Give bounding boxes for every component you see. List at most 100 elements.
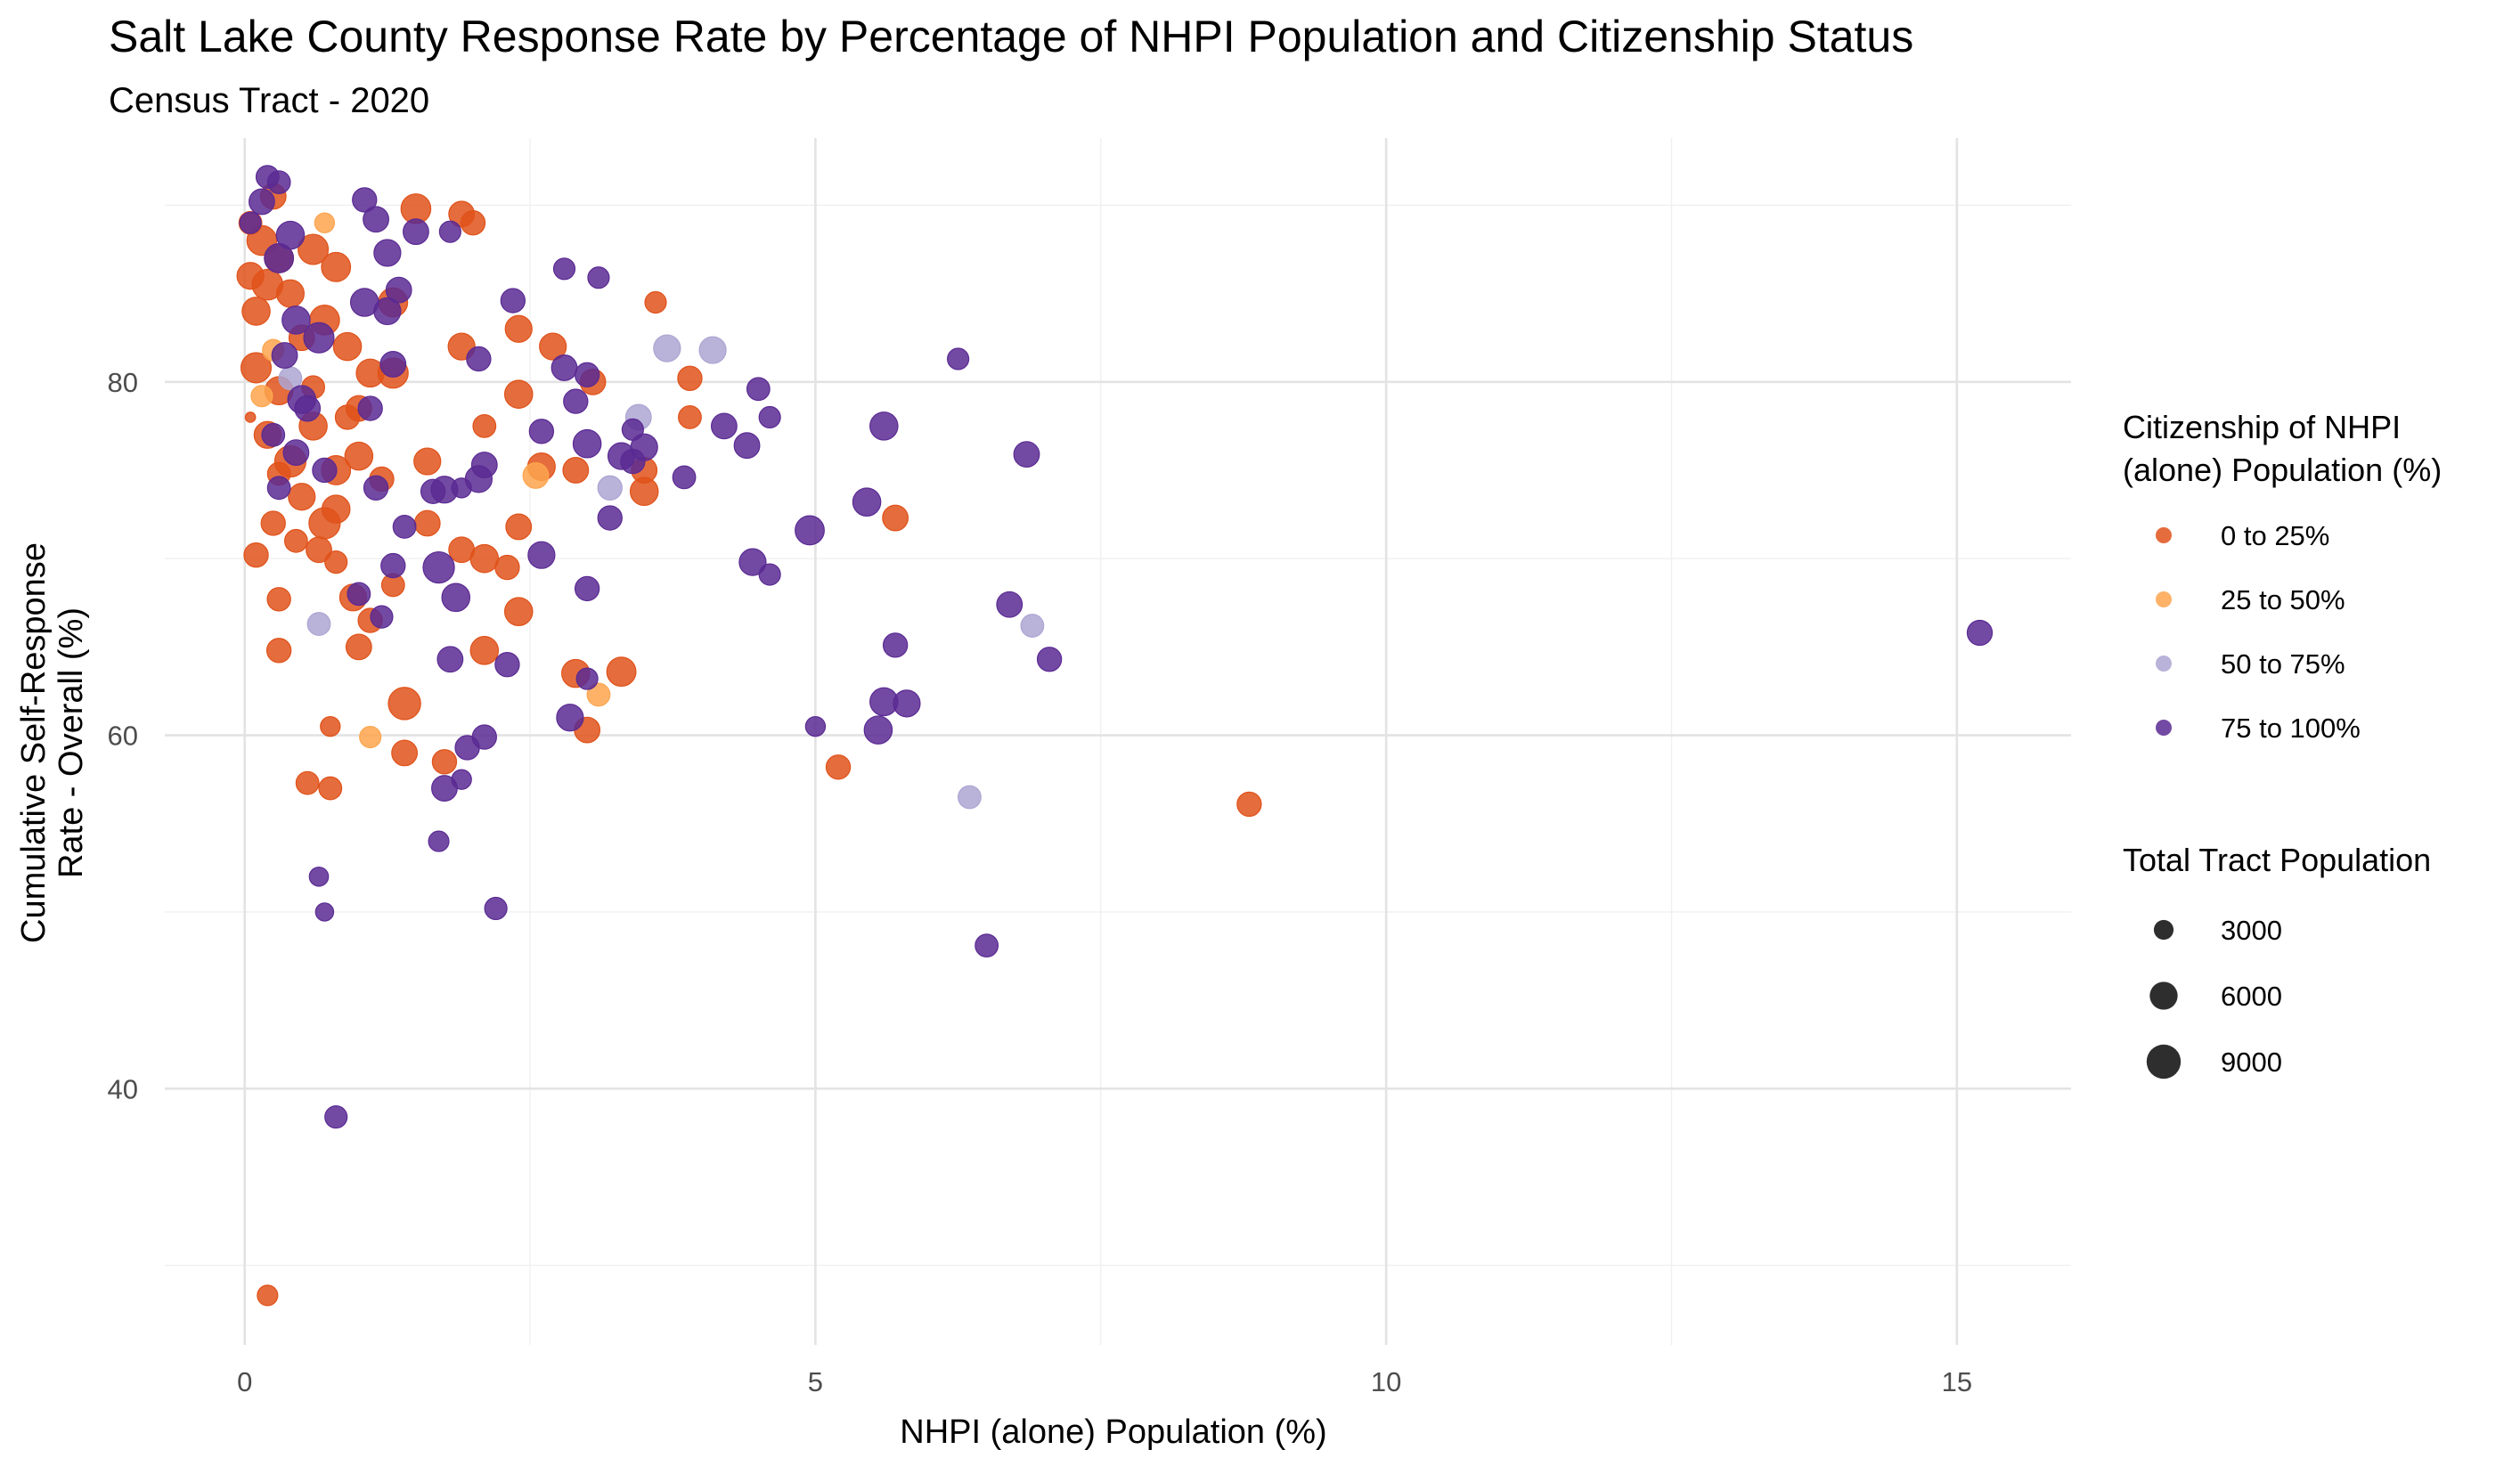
data-point (852, 487, 882, 517)
data-point (597, 475, 623, 501)
data-point (471, 724, 497, 750)
data-point (275, 279, 305, 308)
legend-citizenship-title-line-1: Citizenship of NHPI (2123, 409, 2401, 445)
data-point (466, 346, 492, 372)
data-point (644, 290, 667, 314)
data-point (239, 211, 262, 234)
data-point (265, 638, 292, 664)
data-point (746, 377, 771, 402)
y-axis-title: Cumulative Self-Response Rate - Overall … (15, 542, 90, 943)
data-point (1036, 647, 1063, 672)
data-point (621, 418, 644, 441)
data-point (574, 575, 600, 602)
data-point (344, 441, 374, 471)
data-point (947, 347, 970, 371)
data-point (678, 405, 702, 429)
data-point (243, 542, 269, 568)
data-point (575, 667, 599, 690)
data-point (882, 504, 909, 532)
data-point (975, 933, 999, 958)
data-point (893, 689, 921, 718)
data-point (321, 251, 352, 282)
data-point (1966, 619, 1994, 647)
data-point (436, 646, 464, 673)
y-tick-label-0: 40 (108, 1073, 138, 1104)
x-tick-label-2: 10 (1371, 1366, 1401, 1397)
y-tick-label-1: 60 (108, 721, 138, 752)
data-point (863, 715, 893, 745)
chart-subtitle: Census Tract - 2020 (109, 81, 429, 120)
data-point (266, 170, 291, 194)
legend-citizenship-label-3: 75 to 100% (2221, 713, 2361, 744)
data-point (257, 1284, 279, 1307)
data-point (484, 896, 508, 921)
data-point (264, 242, 295, 273)
x-tick-label-0: 0 (237, 1366, 252, 1397)
data-point (380, 552, 406, 579)
data-point (460, 210, 486, 236)
legend-citizenship-label-0: 0 to 25% (2221, 520, 2329, 551)
data-point (550, 354, 578, 381)
x-tick-label-1: 5 (808, 1366, 823, 1397)
data-point (539, 332, 567, 361)
legend-population-key-2 (2146, 1044, 2182, 1079)
legend-citizenship: Citizenship of NHPI (alone) Population (… (2123, 409, 2442, 744)
data-point (428, 830, 450, 852)
data-point (363, 206, 389, 233)
data-point (431, 749, 458, 775)
data-point (260, 510, 286, 536)
data-point (677, 365, 703, 391)
data-point (469, 543, 500, 574)
data-point (294, 395, 322, 422)
data-point (261, 422, 286, 447)
data-point (795, 515, 825, 546)
data-point (379, 351, 407, 378)
data-point (359, 725, 382, 749)
data-point (266, 476, 291, 501)
data-point (283, 528, 308, 553)
data-point (672, 465, 697, 490)
data-point (522, 462, 550, 489)
data-point (345, 633, 372, 661)
data-point (758, 563, 781, 586)
legend-population-title: Total Tract Population (2123, 842, 2431, 878)
data-point (503, 597, 534, 626)
chart-title: Salt Lake County Response Rate by Percen… (109, 12, 1913, 61)
data-point (503, 379, 534, 409)
data-point (630, 433, 658, 461)
data-point (385, 276, 412, 304)
data-point (1020, 614, 1045, 638)
data-point (698, 336, 727, 364)
data-point (958, 785, 982, 810)
data-point (597, 505, 623, 531)
data-point (266, 587, 291, 612)
y-tick-label-2: 80 (108, 367, 138, 398)
data-point (500, 288, 526, 314)
y-axis-title-line-2: Rate - Overall (%) (53, 607, 90, 878)
data-point (869, 411, 899, 441)
data-point (441, 582, 471, 613)
legend-population-label-0: 3000 (2221, 915, 2282, 946)
data-point (240, 352, 273, 384)
data-point (413, 447, 442, 476)
data-point (306, 536, 332, 564)
data-point (288, 483, 316, 511)
data-point (574, 362, 600, 388)
data-point (314, 212, 336, 233)
series-3 (239, 165, 1994, 1129)
data-point (320, 715, 341, 737)
data-point (710, 412, 738, 440)
legend-population-key-0 (2153, 919, 2174, 941)
data-point (250, 385, 273, 408)
data-point (494, 554, 520, 581)
data-point (653, 334, 681, 362)
data-point (470, 452, 498, 478)
data-point (352, 187, 378, 213)
legend-population-label-2: 9000 (2221, 1047, 2282, 1078)
data-point (373, 297, 402, 326)
data-point (825, 754, 852, 780)
series-1 (250, 212, 611, 749)
data-point (1236, 791, 1262, 818)
data-point (303, 322, 335, 354)
